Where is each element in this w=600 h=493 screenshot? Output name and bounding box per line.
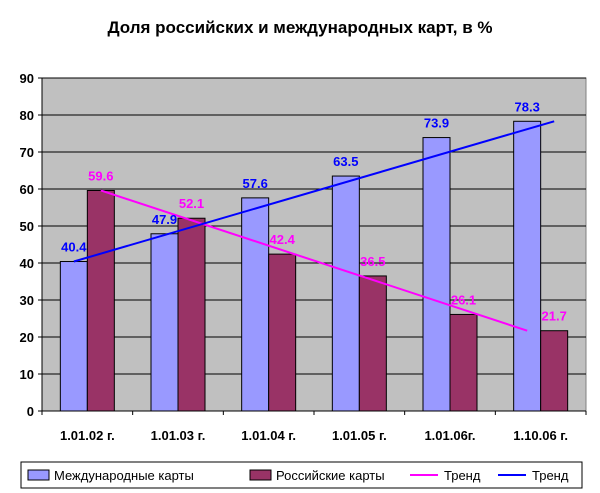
legend-label: Тренд: [532, 468, 569, 483]
data-label-russian: 21.7: [542, 309, 567, 324]
y-tick-label: 80: [20, 108, 34, 123]
plot-area: [41, 77, 587, 412]
data-label-international: 78.3: [515, 99, 540, 114]
data-label-international: 63.5: [333, 154, 358, 169]
y-tick-label: 10: [20, 367, 34, 382]
legend-swatch: [249, 469, 272, 481]
bar-international: [150, 233, 179, 412]
bar-international: [331, 175, 360, 412]
x-tick-label: 1.01.03 г.: [151, 428, 206, 443]
x-tick-label: 1.10.06 г.: [513, 428, 568, 443]
x-tick-label: 1.01.06г.: [424, 428, 475, 443]
x-tick-label: 1.01.04 г.: [241, 428, 296, 443]
legend: [20, 461, 583, 489]
y-tick-label: 30: [20, 293, 34, 308]
data-label-international: 47.9: [152, 212, 177, 227]
y-tick-label: 90: [20, 71, 34, 86]
bar-russian: [449, 313, 478, 412]
trend-line-international: [73, 120, 555, 263]
data-label-russian: 26.1: [451, 292, 476, 307]
y-tick-label: 40: [20, 256, 34, 271]
legend-swatch: [27, 469, 50, 481]
chart-title: Доля российских и международных карт, в …: [107, 18, 492, 37]
y-tick-label: 20: [20, 330, 34, 345]
x-tick-label: 1.01.05 г.: [332, 428, 387, 443]
legend-label: Международные карты: [54, 468, 194, 483]
bar-international: [59, 261, 88, 412]
bar-russian: [540, 330, 569, 412]
y-tick-label: 60: [20, 182, 34, 197]
bar-international: [513, 120, 542, 412]
y-tick-label: 0: [27, 404, 34, 419]
bar-international: [241, 197, 270, 412]
data-label-russian: 42.4: [270, 232, 296, 247]
bar-russian: [177, 217, 206, 412]
legend-label: Тренд: [444, 468, 481, 483]
legend-label: Российские карты: [276, 468, 385, 483]
bar-russian: [358, 275, 387, 412]
data-label-russian: 59.6: [88, 168, 113, 183]
y-tick-label: 50: [20, 219, 34, 234]
bar-russian: [268, 253, 297, 412]
data-label-russian: 36.5: [360, 254, 385, 269]
bar-international: [422, 137, 451, 412]
data-label-russian: 52.1: [179, 196, 204, 211]
data-label-international: 57.6: [243, 176, 268, 191]
data-label-international: 40.4: [61, 240, 87, 255]
bar-russian: [86, 189, 115, 412]
data-label-international: 73.9: [424, 116, 449, 131]
y-tick-label: 70: [20, 145, 34, 160]
trend-line-russian: [100, 189, 528, 332]
x-tick-label: 1.01.02 г.: [60, 428, 115, 443]
